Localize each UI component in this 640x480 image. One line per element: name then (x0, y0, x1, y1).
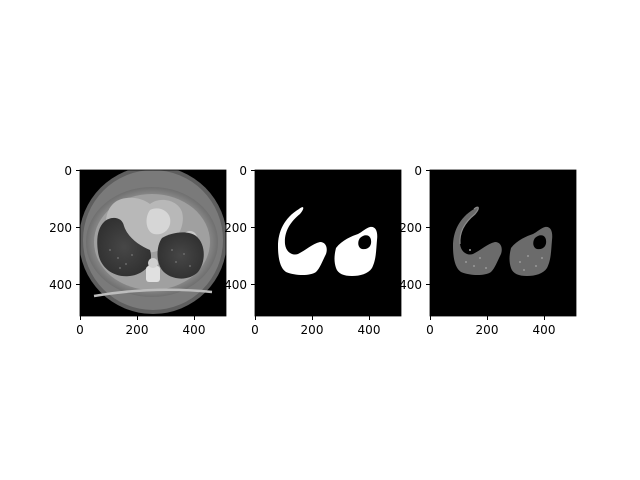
x-axis: 0 200 400 (76, 316, 205, 337)
y-tick-label: 200 (399, 221, 422, 235)
y-tick-label: 400 (224, 278, 247, 292)
ct-image (80, 170, 226, 314)
x-tick-label: 0 (251, 323, 259, 337)
x-tick-label: 200 (476, 323, 499, 337)
x-axis: 0 200 400 (426, 316, 555, 337)
x-tick-label: 200 (301, 323, 324, 337)
masked-image (453, 206, 553, 276)
mask-hole (358, 235, 372, 250)
x-axis: 0 200 400 (251, 316, 380, 337)
x-tick-label: 0 (76, 323, 84, 337)
x-tick-label: 400 (358, 323, 381, 337)
x-tick-label: 400 (533, 323, 556, 337)
y-axis: 0 200 400 (224, 164, 255, 292)
panel-masked-ct: 0 200 400 0 200 400 (399, 164, 577, 337)
y-axis: 0 200 400 (49, 164, 80, 292)
y-tick-label: 200 (49, 221, 72, 235)
y-tick-label: 400 (399, 278, 422, 292)
x-tick-label: 400 (183, 323, 206, 337)
y-tick-label: 0 (414, 164, 422, 178)
axes-frame (254, 169, 402, 317)
mask-image-background (255, 170, 401, 316)
y-tick-label: 200 (224, 221, 247, 235)
y-tick-label: 0 (239, 164, 247, 178)
y-tick-label: 0 (64, 164, 72, 178)
x-tick-label: 200 (126, 323, 149, 337)
axes-frame (79, 169, 227, 317)
masked-image-background (430, 170, 576, 316)
x-tick-label: 0 (426, 323, 434, 337)
panel-ct-slice: 0 200 400 0 200 400 (49, 164, 227, 337)
y-axis: 0 200 400 (399, 164, 430, 292)
axes-frame (429, 169, 577, 317)
panel-lung-mask: 0 200 400 0 200 400 (224, 164, 402, 337)
y-tick-label: 400 (49, 278, 72, 292)
